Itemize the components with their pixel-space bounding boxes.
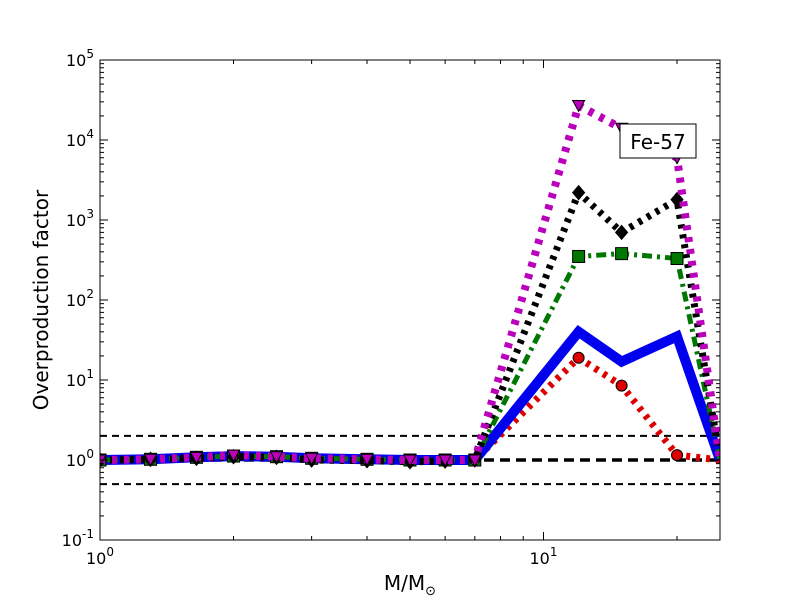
x-tick-label-1: 101 xyxy=(530,545,558,568)
y-tick-label-6: 105 xyxy=(66,47,94,70)
x-axis-ticks: 100 101 xyxy=(86,60,678,568)
series-line-0 xyxy=(100,353,720,464)
data-point-4-1 xyxy=(143,453,158,467)
data-point-4-6 xyxy=(360,453,374,467)
annotation-label: Fe-57 xyxy=(630,130,685,154)
y-tick-label-0: 10-1 xyxy=(62,527,94,550)
data-point-3-11 xyxy=(614,224,629,241)
annotation-frame xyxy=(619,123,697,159)
y-tick-label-5: 104 xyxy=(66,127,94,150)
y-tick-label-3: 102 xyxy=(66,287,94,310)
data-point-2-12 xyxy=(670,252,684,266)
data-point-3-10 xyxy=(571,184,586,201)
series-3 xyxy=(100,184,720,470)
data-point-2-11 xyxy=(615,247,629,261)
series-0 xyxy=(100,351,720,466)
data-point-4-9 xyxy=(467,454,482,468)
data-point-2-10 xyxy=(572,249,586,263)
data-point-4-10 xyxy=(571,99,586,113)
annotation-box: Fe-57 xyxy=(619,123,697,159)
x-axis-label: M/M⊙ xyxy=(384,571,436,599)
x-tick-label-0: 100 xyxy=(86,545,114,568)
y-axis-ticks: 10-1 100 101 102 103 104 105 xyxy=(62,47,720,550)
data-point-0-12 xyxy=(671,449,684,462)
data-point-4-5 xyxy=(304,452,319,466)
data-point-4-8 xyxy=(438,454,452,468)
y-tick-label-2: 101 xyxy=(66,367,94,390)
x-axis-label-sub: ⊙ xyxy=(425,584,436,599)
series-line-4 xyxy=(100,99,720,464)
x-axis-label-main: M/M xyxy=(384,571,425,595)
data-point-4-4 xyxy=(269,451,284,464)
data-point-0-11 xyxy=(615,379,628,392)
data-point-0-10 xyxy=(572,351,585,364)
y-axis-label: Overproduction factor xyxy=(29,189,53,410)
data-point-4-7 xyxy=(403,454,417,468)
y-tick-label-4: 103 xyxy=(66,207,94,230)
y-tick-label-1: 100 xyxy=(66,447,94,470)
data-point-4-3 xyxy=(226,449,241,463)
data-point-4-2 xyxy=(189,451,204,465)
